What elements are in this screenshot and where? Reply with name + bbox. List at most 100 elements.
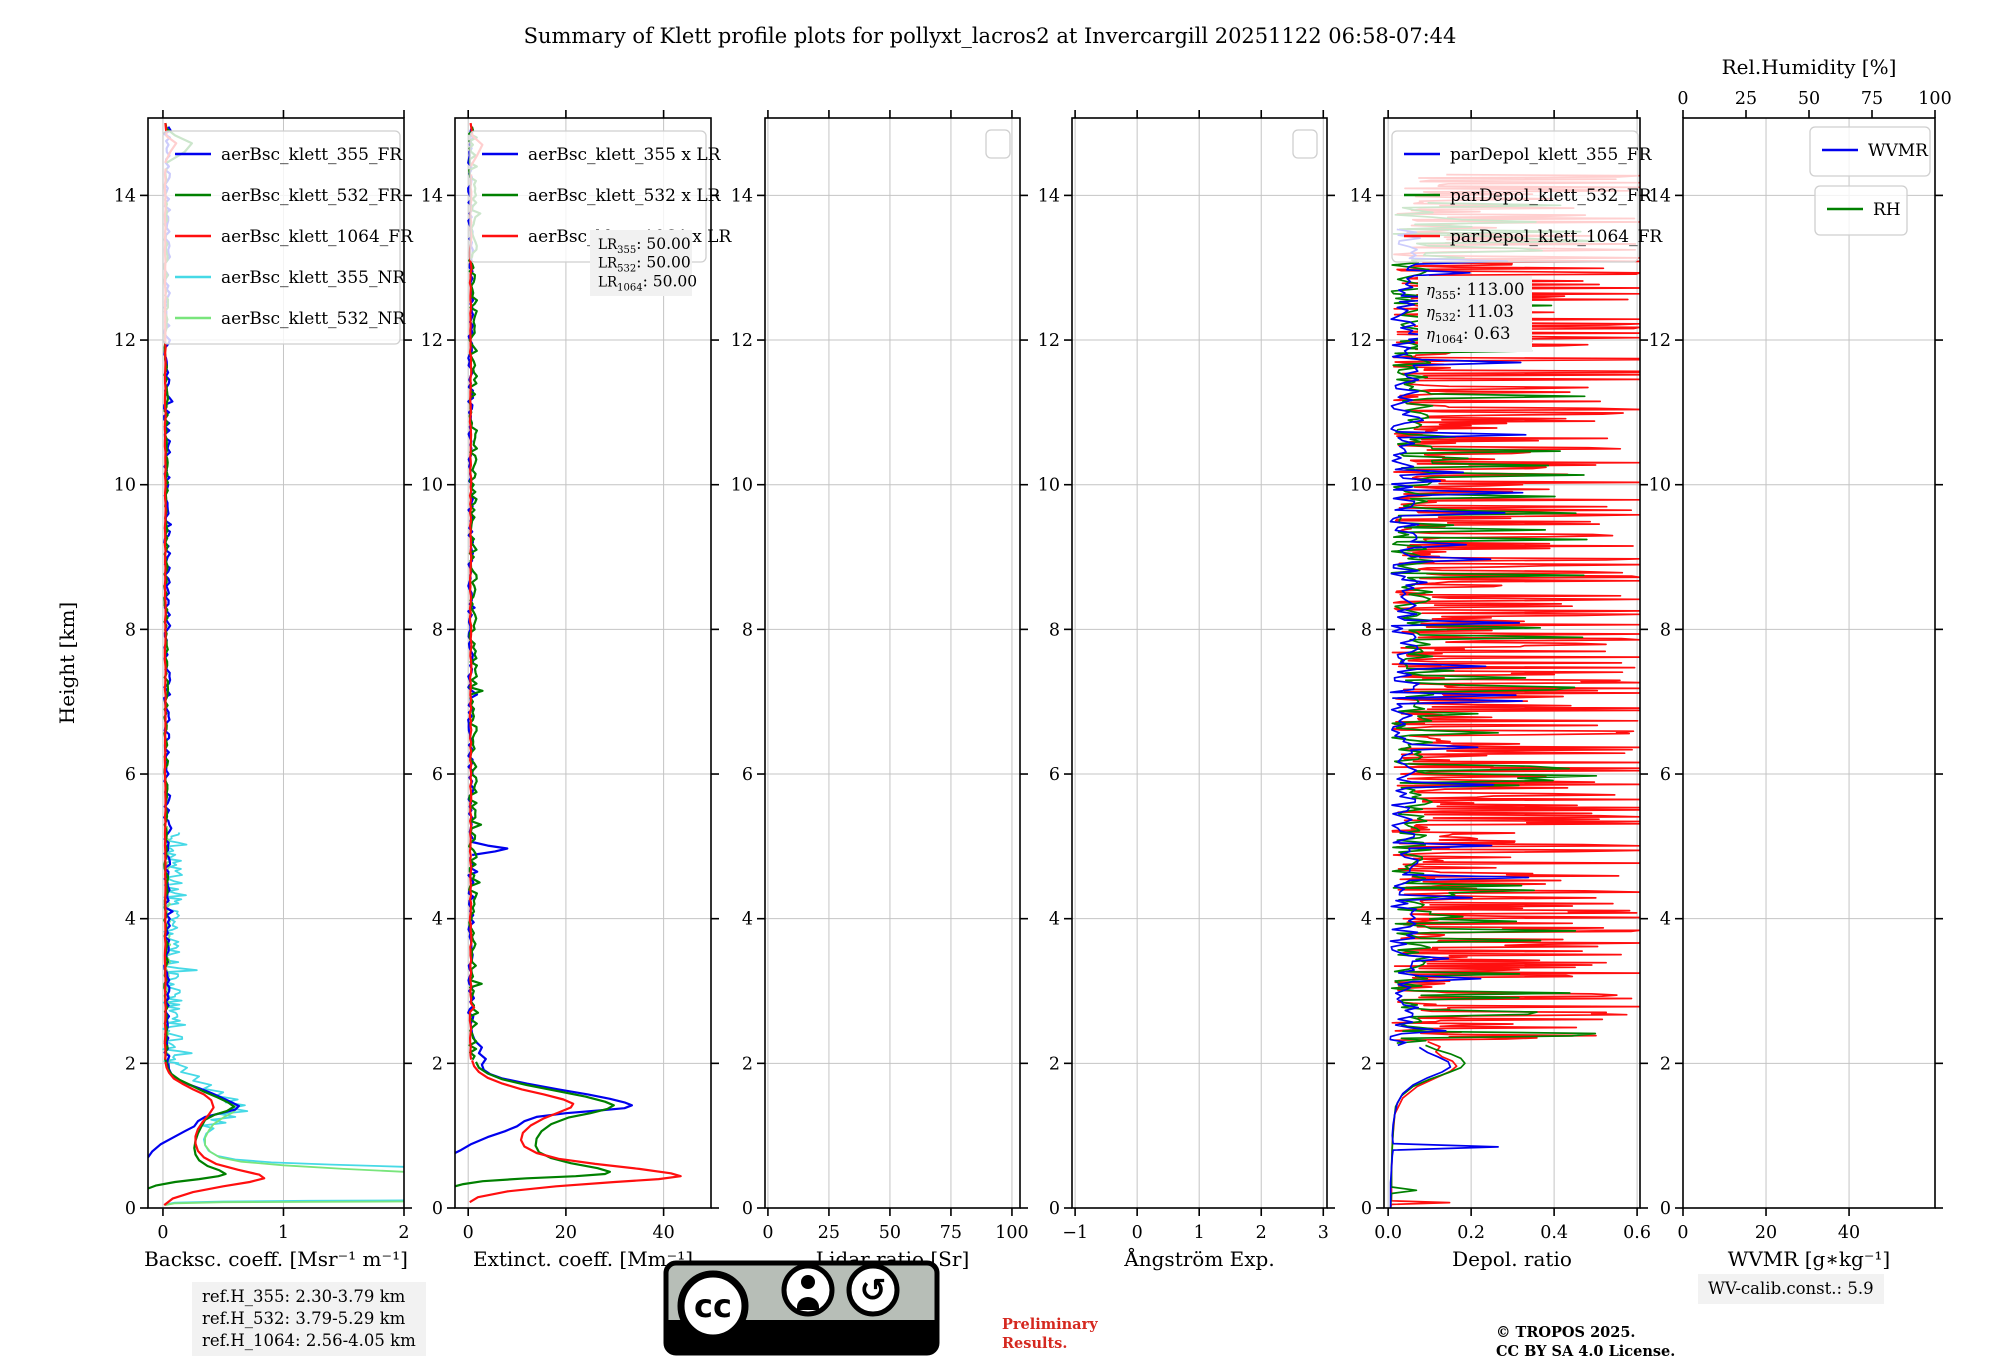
angstroem-grid [1072,118,1327,1209]
svg-text:0: 0 [463,1223,474,1243]
preliminary-line2: Results. [1002,1334,1068,1352]
copyright-line1: © TROPOS 2025. [1496,1324,1636,1341]
svg-text:100: 100 [995,1223,1028,1243]
reference-heights-note: ref.H_355: 2.30-3.79 km ref.H_532: 3.79-… [192,1282,426,1357]
wvmr-ticks: 0 20 40 0 2 4 6 8 10 12 14 [1649,186,1943,1243]
lidar-ratio-ticks: 0 25 50 75 100 0 2 4 6 8 10 12 14 [731,110,1029,1243]
svg-text:0: 0 [1660,1199,1671,1219]
backscatter-legend-0: aerBsc_klett_355_FR aerBsc_klett_532_FRae… [162,130,414,345]
svg-text:1: 1 [1194,1223,1205,1243]
depol-xlabel: Depol. ratio [1452,1247,1572,1271]
svg-text:20: 20 [555,1223,577,1243]
copyright-line2: CC BY SA 4.0 License. [1496,1342,1676,1360]
cc-logo-icon [677,1270,749,1342]
svg-text:2: 2 [398,1223,409,1243]
svg-text:14: 14 [731,186,753,206]
svg-text:8: 8 [432,620,443,640]
preliminary-results-note: Preliminary Results. [1002,1316,1098,1353]
svg-text:25: 25 [1735,89,1757,109]
svg-text:12: 12 [731,331,753,351]
legend-label: parDepol_klett_532_FR [1450,186,1653,206]
svg-text:1: 1 [278,1223,289,1243]
svg-text:η1064: 0.63: η1064: 0.63 [1426,324,1511,346]
depol-ticks: 0.0 0.2 0.4 0.6 0 2 4 6 8 10 12 14 [1350,110,1651,1243]
svg-text:14: 14 [1350,186,1372,206]
svg-text:0.2: 0.2 [1457,1223,1485,1243]
svg-text:12: 12 [114,331,136,351]
ref-height-355: ref.H_355: 2.30-3.79 km [202,1287,406,1306]
backscatter-axes-box [147,117,405,1209]
series-aerBsc_klett_355_FR [148,1063,240,1159]
svg-text:40: 40 [652,1223,674,1243]
svg-text:LR355: 50.00: LR355: 50.00 [598,235,691,256]
wv-calibration-note: WV-calib.const.: 5.9 [1698,1274,1884,1305]
svg-text:−1: −1 [1062,1223,1088,1243]
series-aerBsc_klett_532_x_LR [455,1061,615,1188]
share-alike-icon: ↺ [846,1263,900,1317]
lidar-ratio-legend-0 [985,129,1011,159]
legend-label: aerBsc_klett_355 x LR [528,145,722,165]
svg-text:12: 12 [1350,331,1372,351]
cc-license-badge: cc ↺ BY SA [663,1260,940,1356]
svg-text:8: 8 [125,620,136,640]
legend-label: WVMR [1868,141,1929,161]
legend-label: aerBsc_klett_355_NR [221,268,406,288]
svg-text:LR532: 50.00: LR532: 50.00 [598,254,691,275]
svg-text:100: 100 [1918,89,1951,109]
depol-axes-box [1383,117,1641,1209]
svg-text:2: 2 [1256,1223,1267,1243]
wvmr-xlabel: WVMR [g∗kg⁻¹] [1728,1247,1890,1271]
svg-text:6: 6 [742,765,753,785]
svg-text:10: 10 [1649,476,1671,496]
svg-text:0: 0 [1132,1223,1143,1243]
svg-text:14: 14 [1649,186,1671,206]
wvmr-axes-box [1682,117,1936,1209]
svg-text:3: 3 [1318,1223,1329,1243]
cc-by-label: BY [792,1326,825,1351]
plot-wvmr: 0 20 40 0 2 4 6 8 10 12 14 0 25 50 75 100 Rel.Humidity [… [1649,55,1952,1271]
wvmr-legend-1: RH [1814,185,1908,236]
svg-text:12: 12 [1038,331,1060,351]
series-aerBsc_klett_355_x_LR [471,840,509,857]
svg-text:10: 10 [1038,476,1060,496]
series-aerBsc_klett_532_x_LR [468,126,484,1061]
svg-text:0: 0 [762,1223,773,1243]
series-aerBsc_klett_532_NR [165,1200,404,1206]
attribution-person-icon [781,1263,835,1317]
svg-text:0: 0 [1677,1223,1688,1243]
svg-text:2: 2 [125,1054,136,1074]
legend-label: parDepol_klett_355_FR [1450,145,1653,165]
ref-height-1064: ref.H_1064: 2.56-4.05 km [202,1331,416,1351]
svg-text:0: 0 [432,1199,443,1219]
svg-text:12: 12 [421,331,443,351]
wvmr-top-axis: 0 25 50 75 100 Rel.Humidity [%] [1677,55,1952,118]
svg-text:0.6: 0.6 [1623,1223,1651,1243]
wvmr-legend-0: WVMR [1809,126,1931,177]
preliminary-line1: Preliminary [1002,1316,1098,1333]
svg-text:8: 8 [1049,620,1060,640]
svg-text:10: 10 [731,476,753,496]
svg-text:50: 50 [879,1223,901,1243]
svg-text:4: 4 [742,910,753,930]
lidar-ratio-grid [765,118,1020,1209]
legend-label: aerBsc_klett_1064_FR [221,227,414,247]
svg-text:14: 14 [1038,186,1060,206]
svg-text:25: 25 [818,1223,840,1243]
svg-text:0: 0 [125,1199,136,1219]
legend-label: aerBsc_klett_355_FR [221,145,403,165]
svg-text:6: 6 [1361,765,1372,785]
legend-label: parDepol_klett_1064_FR [1450,227,1663,247]
svg-text:2: 2 [432,1054,443,1074]
legend-label: aerBsc_klett_532_NR [221,309,406,329]
svg-text:14: 14 [114,186,136,206]
svg-text:20: 20 [1755,1223,1777,1243]
svg-text:2: 2 [1361,1054,1372,1074]
backscatter-xlabel: Backsc. coeff. [Msr⁻¹ m⁻¹] [144,1247,408,1271]
cc-sa-label: SA [857,1326,890,1351]
